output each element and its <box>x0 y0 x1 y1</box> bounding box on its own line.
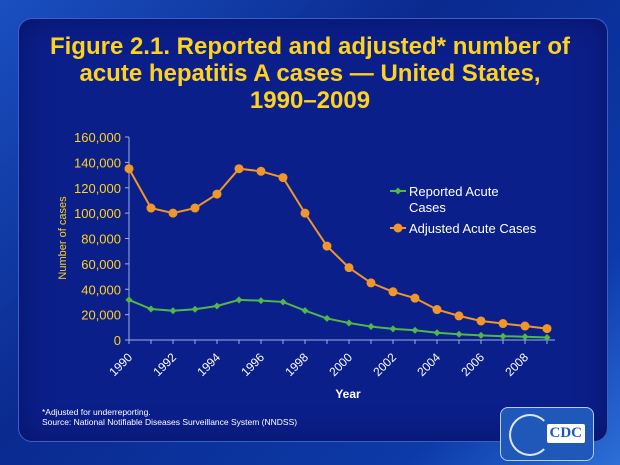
data-point <box>543 333 551 341</box>
data-point <box>344 263 354 273</box>
data-point <box>124 164 134 174</box>
y-tick-label: 140,000 <box>74 155 121 170</box>
y-tick-label: 100,000 <box>74 206 121 221</box>
data-point <box>191 305 199 313</box>
y-tick-label: 0 <box>114 333 121 348</box>
hhs-eagle-icon <box>509 414 551 456</box>
footnotes: *Adjusted for underreporting. Source: Na… <box>42 407 297 427</box>
title-line: 1990–2009 <box>249 87 371 114</box>
y-tick-label: 40,000 <box>81 282 121 297</box>
title-line: Figure 2.1. Reported and adjusted* numbe… <box>49 33 571 60</box>
chart-title: Figure 2.1. Reported and adjusted* numbe… <box>20 33 600 114</box>
data-point <box>499 332 507 340</box>
cdc-logo: CDC <box>500 407 594 461</box>
series-line-reported <box>128 298 548 339</box>
data-point <box>300 208 310 218</box>
data-point <box>520 321 530 331</box>
data-point <box>454 311 464 321</box>
data-point <box>366 278 376 288</box>
data-point <box>388 287 398 297</box>
data-point <box>322 241 332 251</box>
data-point <box>169 307 177 315</box>
y-tick-label: 80,000 <box>81 232 121 247</box>
footnote: *Adjusted for underreporting. <box>42 407 151 417</box>
x-tick-label: 1996 <box>238 350 267 379</box>
x-tick-label: 1998 <box>282 350 311 379</box>
data-point <box>521 333 529 341</box>
data-point <box>256 166 266 176</box>
data-point <box>235 296 243 304</box>
legend-marker <box>393 223 403 233</box>
legend-label: Reported Acute Cases <box>409 184 499 215</box>
data-point <box>498 319 508 329</box>
cdc-logo-text: CDC <box>546 424 585 443</box>
data-point <box>476 316 486 326</box>
data-point <box>432 305 442 315</box>
data-point <box>410 293 420 303</box>
data-point <box>125 296 133 304</box>
x-tick-label: 1992 <box>150 350 179 379</box>
data-point <box>477 331 485 339</box>
source-note: Source: National Notifiable Diseases Sur… <box>42 417 298 427</box>
legend-label: Adjusted Acute Cases <box>409 221 537 236</box>
data-point <box>323 314 331 322</box>
slide-panel <box>18 18 608 442</box>
y-axis-label: Number of cases <box>57 196 69 280</box>
title-line: acute hepatitis A cases — United States, <box>79 60 541 87</box>
data-point <box>279 298 287 306</box>
data-point <box>455 330 463 338</box>
x-tick-label: 1990 <box>106 350 135 379</box>
y-tick-label: 20,000 <box>81 308 121 323</box>
data-point <box>367 323 375 331</box>
data-point <box>411 326 419 334</box>
data-point <box>542 324 552 334</box>
data-point <box>212 189 222 199</box>
data-point <box>278 173 288 183</box>
x-axis-label: Year <box>335 387 361 401</box>
data-point <box>345 319 353 327</box>
data-point <box>147 305 155 313</box>
x-tick-label: 2000 <box>326 350 355 379</box>
x-tick-label: 2004 <box>414 350 443 379</box>
data-point <box>234 164 244 174</box>
data-point <box>389 325 397 333</box>
y-tick-label: 60,000 <box>81 257 121 272</box>
data-point <box>301 307 309 315</box>
x-tick-label: 2002 <box>370 350 399 379</box>
y-tick-label: 120,000 <box>74 181 121 196</box>
x-tick-label: 2008 <box>502 350 531 379</box>
x-tick-label: 2006 <box>458 350 487 379</box>
y-tick-label: 160,000 <box>74 130 121 145</box>
data-point <box>433 329 441 337</box>
data-point <box>213 302 221 310</box>
x-tick-label: 1994 <box>194 350 223 379</box>
legend-marker <box>394 187 402 195</box>
data-point <box>146 203 156 213</box>
data-point <box>168 208 178 218</box>
data-point <box>190 203 200 213</box>
data-point <box>257 297 265 305</box>
